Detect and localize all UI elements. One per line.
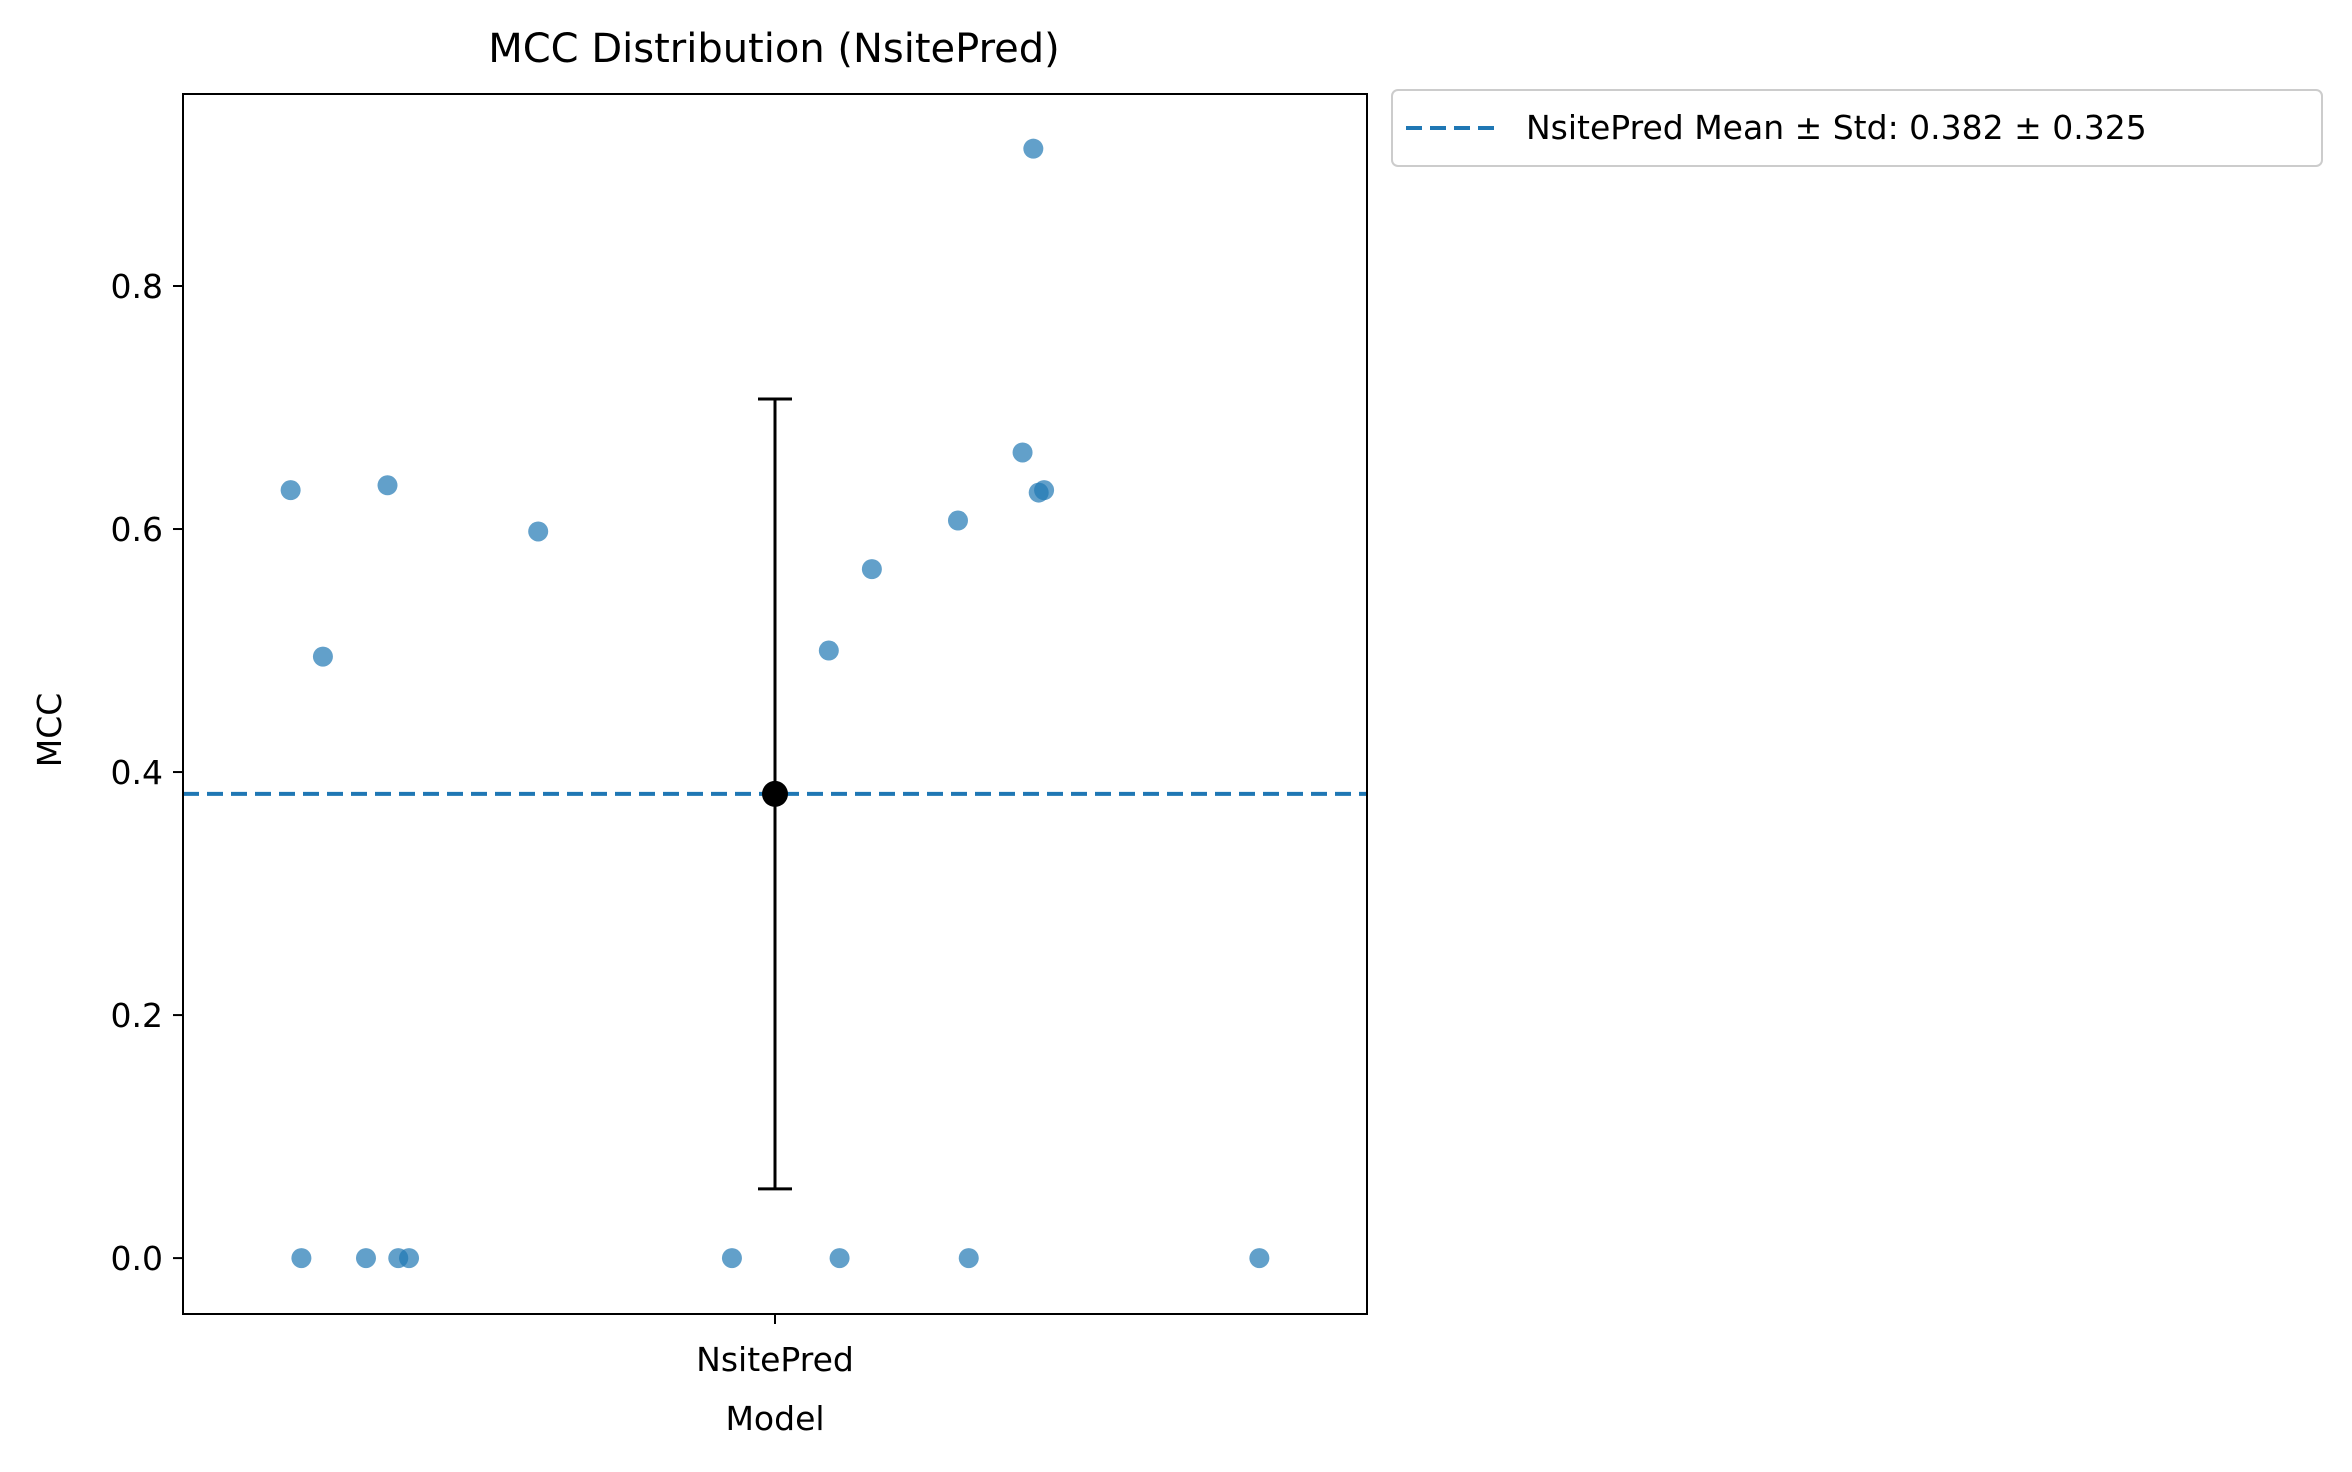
data-point [528, 521, 549, 542]
data-point [958, 1248, 979, 1269]
data-point [1012, 442, 1033, 463]
y-axis: 0.0 0.2 0.4 0.6 0.8 [111, 267, 183, 1278]
data-point [1249, 1248, 1270, 1269]
y-tick-label: 0.6 [111, 510, 163, 549]
data-point [280, 480, 301, 501]
legend-label: NsitePred Mean ± Std: 0.382 ± 0.325 [1526, 108, 2147, 147]
data-point [947, 510, 968, 531]
x-tick-label: NsitePred [696, 1340, 854, 1379]
data-point [355, 1248, 376, 1269]
y-tick-label: 0.0 [111, 1239, 163, 1278]
y-axis-title: MCC [30, 693, 69, 768]
data-point [1034, 480, 1055, 501]
data-point [312, 646, 333, 667]
mean-marker [762, 780, 788, 807]
plot-area [183, 138, 1367, 1269]
y-tick-label: 0.4 [111, 753, 163, 792]
data-point [829, 1248, 850, 1269]
data-point [721, 1248, 742, 1269]
data-point [291, 1248, 312, 1269]
data-point [377, 475, 398, 496]
data-point [399, 1248, 420, 1269]
data-point [1023, 138, 1044, 159]
x-axis: NsitePred [696, 1314, 854, 1379]
x-axis-title: Model [725, 1399, 824, 1438]
legend-frame [1391, 89, 2323, 167]
legend: NsitePred Mean ± Std: 0.382 ± 0.325 [1391, 89, 2323, 167]
y-tick-label: 0.8 [111, 267, 163, 306]
data-point [818, 640, 839, 661]
y-tick-label: 0.2 [111, 996, 163, 1035]
data-point [861, 559, 882, 580]
chart-title: MCC Distribution (NsitePred) [488, 26, 1060, 72]
